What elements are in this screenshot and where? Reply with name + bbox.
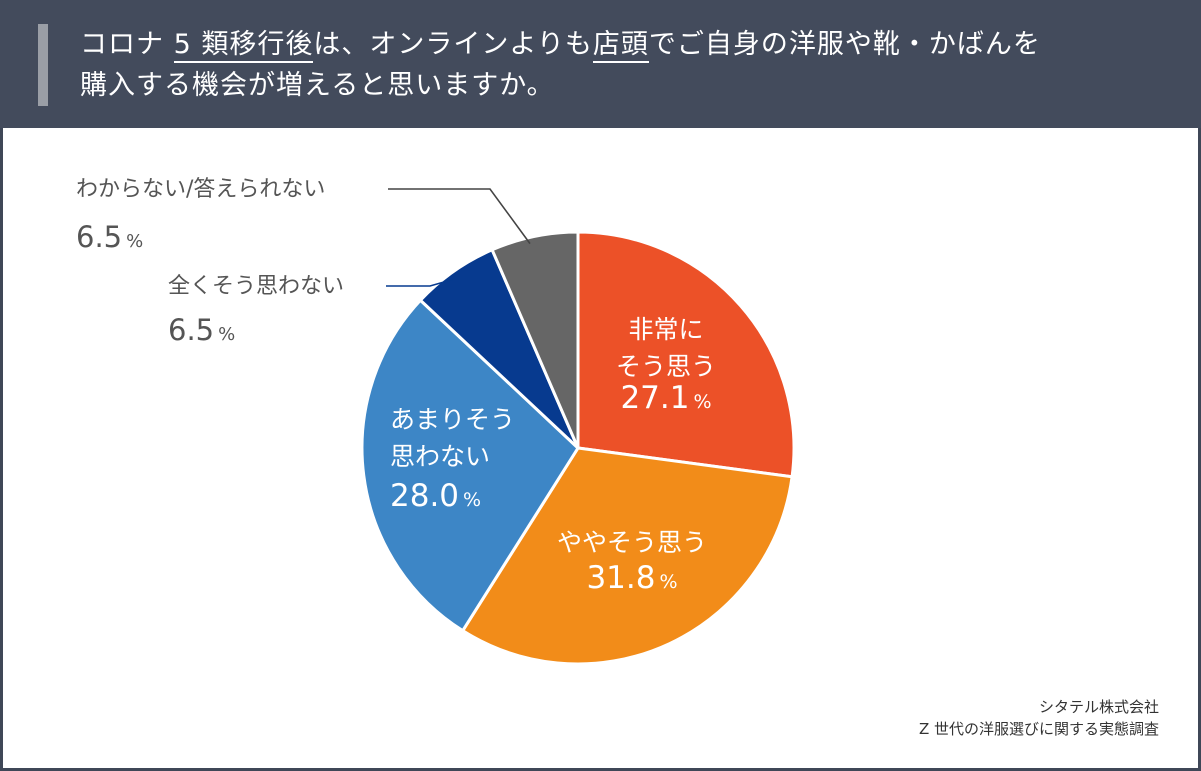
pie-label-line: そう思う <box>616 352 716 381</box>
header: コロナ 5 類移行後は、オンラインよりも店頭でご自身の洋服や靴・かばんを購入する… <box>0 0 1201 128</box>
title-part-1: コロナ <box>80 29 164 60</box>
title-part-3: でご自身の洋服や靴・かばんを <box>648 29 1041 60</box>
pie-value-number: 6.5 <box>168 313 214 347</box>
pie-label-somewhat_agree: ややそう思う 31.8% <box>557 528 707 596</box>
header-accent-bar <box>38 24 48 106</box>
title-part-2: は、オンラインよりも <box>313 29 593 60</box>
pie-label-line: 全くそう思わない <box>168 274 344 299</box>
pie-value-unit: % <box>463 489 481 511</box>
title-underlined-1: 5 類移行後 <box>173 29 314 63</box>
pie-value-somewhat_agree: 31.8% <box>586 560 677 596</box>
pie-value-strongly_disagree: 6.5% <box>168 313 235 347</box>
pie-value-number: 31.8 <box>586 560 655 596</box>
leader-line-strongly_disagree <box>386 278 453 287</box>
pie-value-unit: % <box>693 391 711 413</box>
pie-label-line: あまりそう <box>390 405 515 434</box>
pie-value-unknown: 6.5% <box>76 220 143 254</box>
title-underlined-2: 店頭 <box>592 29 649 63</box>
pie-value-number: 6.5 <box>76 220 122 254</box>
pie-label-line: 思わない <box>390 442 490 471</box>
pie-value-unit: % <box>218 324 235 345</box>
pie-slice-strongly_agree <box>576 230 796 479</box>
pie-label-line: 非常に <box>628 315 703 344</box>
pie-label-line: わからない/答えられない <box>76 177 325 202</box>
pie-value-strongly_agree: 27.1% <box>620 380 711 416</box>
pie-label-line: ややそう思う <box>557 528 707 557</box>
pie-value-somewhat_disagree: 28.0% <box>390 478 481 514</box>
pie-value-number: 27.1 <box>620 380 689 416</box>
pie-slice-unknown <box>490 230 580 449</box>
source-company: シタテル株式会社 <box>1038 698 1159 716</box>
leader-line-unknown <box>388 188 531 245</box>
title-line-2: 購入する機会が増えると思いますか。 <box>80 70 555 101</box>
pie-label-unknown: わからない/答えられない 6.5% <box>76 177 531 254</box>
pie-value-unit: % <box>126 231 143 252</box>
pie-label-strongly_disagree: 全くそう思わない 6.5% <box>168 274 453 347</box>
pie-value-unit: % <box>659 571 677 593</box>
pie-slice-somewhat_disagree <box>360 298 580 633</box>
source-credit: シタテル株式会社 Z 世代の洋服選びに関する実態調査 <box>919 696 1159 740</box>
pie-value-number: 28.0 <box>390 478 459 514</box>
source-survey: Z 世代の洋服選びに関する実態調査 <box>918 720 1159 738</box>
chart-title: コロナ 5 類移行後は、オンラインよりも店頭でご自身の洋服や靴・かばんを購入する… <box>80 24 1180 106</box>
